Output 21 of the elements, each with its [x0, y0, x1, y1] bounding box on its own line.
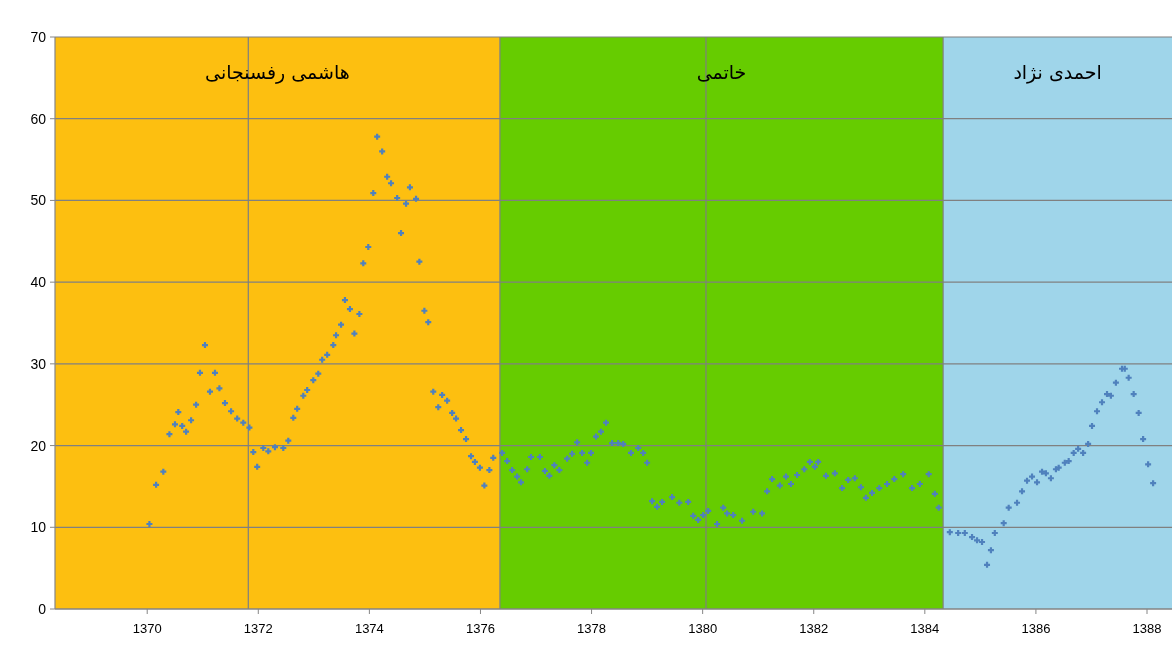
band-label: خاتمی: [696, 61, 747, 83]
x-tick-label: 1374: [354, 621, 384, 636]
y-tick-label: 30: [30, 355, 47, 372]
x-tick-label: 1370: [132, 621, 162, 636]
y-tick-label: 10: [30, 519, 47, 536]
band-label: هاشمی رفسنجانی: [205, 61, 350, 84]
x-tick-label: 1388: [1132, 621, 1162, 636]
y-tick-label: 50: [30, 192, 47, 209]
x-tick-label: 1376: [466, 621, 495, 636]
x-tick-label: 1380: [688, 621, 718, 636]
y-tick-label: 60: [30, 110, 47, 127]
x-tick-label: 1378: [577, 621, 607, 636]
y-tick-label: 20: [30, 437, 47, 454]
y-tick-label: 0: [38, 601, 47, 617]
band-label: احمدی نژاد: [1013, 61, 1102, 84]
x-tick-label: 1384: [910, 621, 940, 636]
x-tick-label: 1372: [243, 621, 273, 636]
y-tick-label: 40: [30, 274, 47, 291]
y-tick-label: 70: [30, 29, 47, 45]
x-tick-label: 1382: [799, 621, 829, 636]
x-tick-label: 1386: [1021, 621, 1051, 636]
